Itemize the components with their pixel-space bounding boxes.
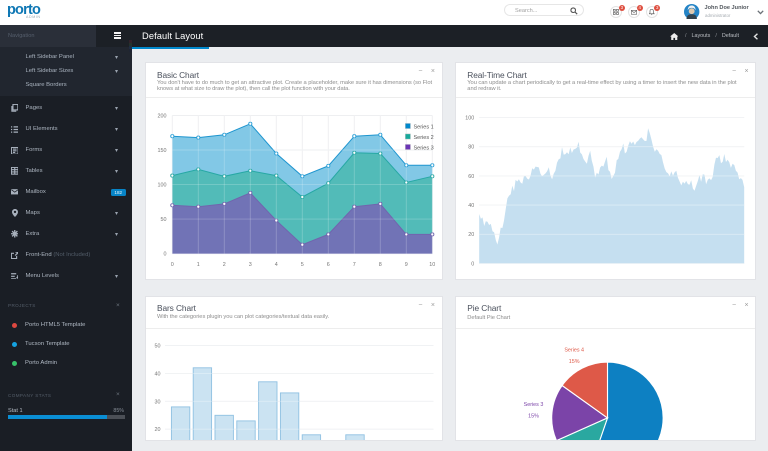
svg-text:4: 4 bbox=[275, 262, 278, 268]
svg-text:50: 50 bbox=[161, 217, 167, 223]
svg-text:0: 0 bbox=[171, 262, 174, 268]
svg-text:1: 1 bbox=[197, 262, 200, 268]
svg-text:2: 2 bbox=[223, 262, 226, 268]
svg-text:7: 7 bbox=[353, 262, 356, 268]
svg-text:0: 0 bbox=[471, 261, 474, 267]
svg-text:Series 1: Series 1 bbox=[414, 124, 434, 130]
svg-text:3: 3 bbox=[249, 262, 252, 268]
svg-text:100: 100 bbox=[466, 115, 475, 121]
svg-text:0: 0 bbox=[164, 252, 167, 258]
svg-text:15%: 15% bbox=[569, 358, 580, 364]
svg-text:Series 4: Series 4 bbox=[565, 347, 585, 353]
svg-text:10: 10 bbox=[429, 262, 435, 268]
svg-text:150: 150 bbox=[158, 148, 167, 154]
svg-text:8: 8 bbox=[379, 262, 382, 268]
svg-text:20: 20 bbox=[155, 427, 161, 433]
svg-text:Series 2: Series 2 bbox=[414, 135, 434, 141]
svg-text:5: 5 bbox=[301, 262, 304, 268]
svg-text:40: 40 bbox=[155, 371, 161, 377]
svg-text:40: 40 bbox=[469, 203, 475, 209]
svg-text:20: 20 bbox=[469, 232, 475, 238]
svg-text:100: 100 bbox=[158, 183, 167, 189]
svg-text:30: 30 bbox=[155, 399, 161, 405]
svg-text:15%: 15% bbox=[528, 413, 539, 419]
svg-text:9: 9 bbox=[405, 262, 408, 268]
svg-text:50: 50 bbox=[155, 343, 161, 349]
svg-text:6: 6 bbox=[327, 262, 330, 268]
svg-text:60: 60 bbox=[469, 174, 475, 180]
svg-text:Series 3: Series 3 bbox=[524, 402, 544, 408]
svg-text:Series 3: Series 3 bbox=[414, 145, 434, 151]
svg-text:200: 200 bbox=[158, 113, 167, 119]
svg-text:80: 80 bbox=[469, 145, 475, 151]
